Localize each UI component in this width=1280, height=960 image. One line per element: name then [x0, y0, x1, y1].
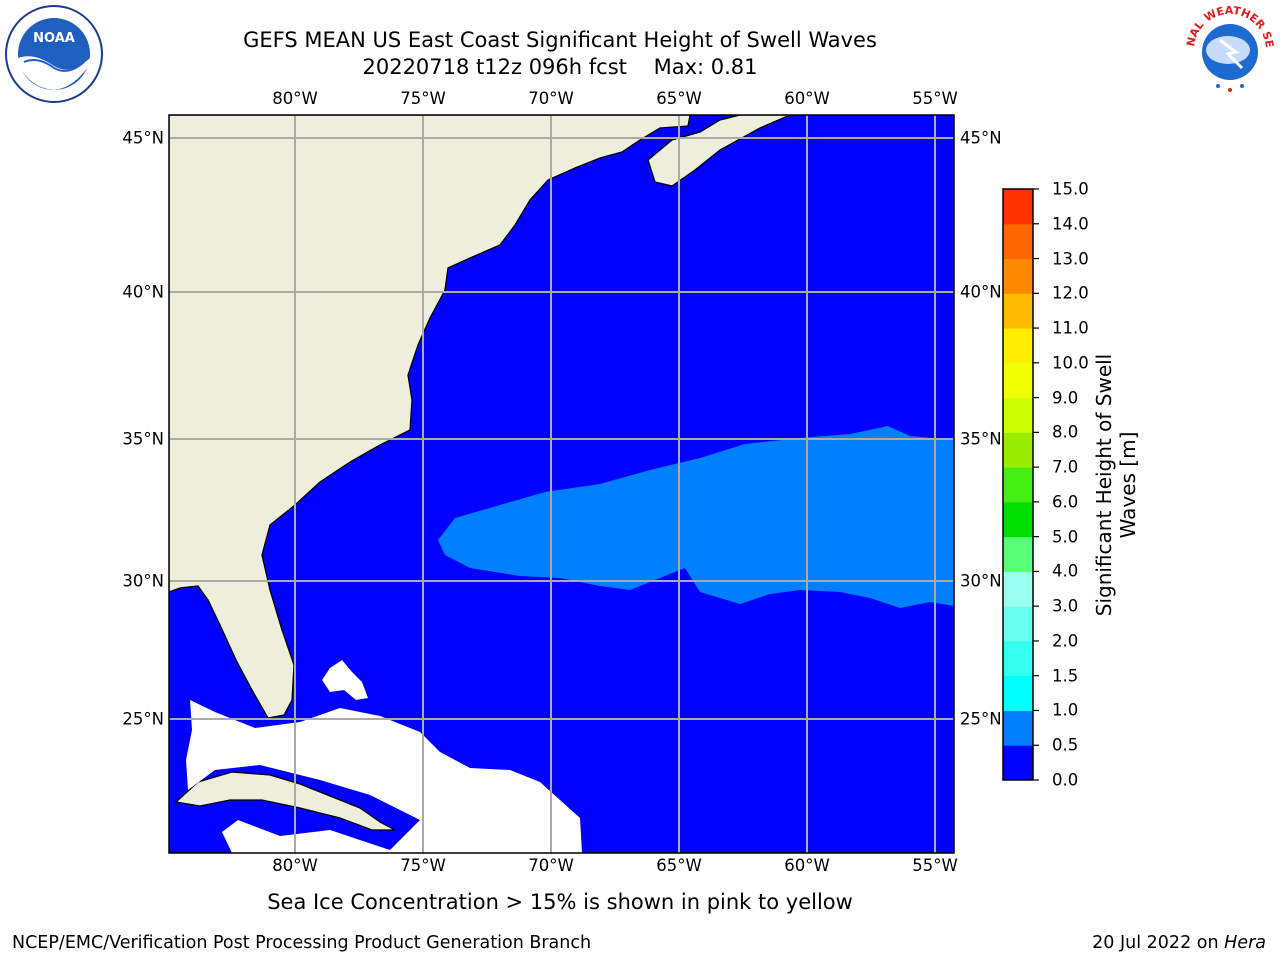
- lon-label-top: 80°W: [272, 89, 318, 108]
- colorbar-tick-label: 0.0: [1052, 770, 1079, 790]
- map-border: [168, 114, 955, 854]
- colorbar-tick-label: 12.0: [1052, 283, 1089, 303]
- colorbar-segment: [1003, 432, 1033, 468]
- colorbar-segment: [1003, 362, 1033, 399]
- lat-label-right: 30°N: [960, 571, 1002, 591]
- colorbar-label-line1: Significant Height of Swell: [1092, 353, 1116, 617]
- noaa-logo: NOAA: [4, 4, 104, 108]
- colorbar-segment: [1003, 710, 1033, 746]
- lat-label-left: 45°N: [122, 128, 164, 148]
- colorbar-tick-label: 8.0: [1052, 422, 1079, 442]
- host-name: Hera: [1224, 933, 1266, 953]
- land-nova-scotia: [647, 115, 791, 187]
- colorbar-segment: [1003, 293, 1033, 329]
- nws-logo: NATIONAL WEATHER SERVICE: [1175, 0, 1280, 104]
- lat-label-left: 30°N: [122, 571, 164, 591]
- colorbar-segment: [1003, 606, 1033, 642]
- chart-title: GEFS MEAN US East Coast Significant Heig…: [243, 28, 877, 52]
- branch-credit: NCEP/EMC/Verification Post Processing Pr…: [12, 933, 592, 953]
- lat-label-right: 45°N: [960, 128, 1002, 148]
- no-data-bahamas: [322, 660, 368, 700]
- colorbar-border: [1002, 188, 1034, 781]
- colorbar-label: Significant Height of Swell Waves [m]: [1092, 354, 1140, 616]
- colorbar-tick-label: 13.0: [1052, 249, 1089, 269]
- colorbar-segment: [1003, 745, 1033, 781]
- colorbar-tick-label: 10.0: [1052, 353, 1089, 373]
- graticule: [169, 115, 954, 853]
- svg-text:NOAA: NOAA: [33, 31, 75, 46]
- colorbar-tick-label: 1.5: [1052, 666, 1079, 686]
- colorbar-tick-label: 7.0: [1052, 457, 1079, 477]
- colorbar-segment: [1003, 328, 1033, 364]
- colorbar-segment: [1003, 397, 1033, 433]
- lon-label-bottom: 70°W: [528, 856, 574, 875]
- lat-label-left: 25°N: [122, 709, 164, 729]
- colorbar-segment: [1003, 675, 1033, 711]
- lon-label-top: 70°W: [528, 89, 574, 108]
- colorbar-tick-label: 11.0: [1052, 318, 1089, 338]
- lon-label-bottom: 55°W: [912, 856, 958, 875]
- lon-label-top: 75°W: [400, 89, 446, 108]
- no-data-region: [186, 700, 582, 853]
- lon-label-bottom: 75°W: [400, 856, 446, 875]
- colorbar-segment: [1003, 640, 1033, 677]
- lon-label-bottom: 65°W: [656, 856, 702, 875]
- colorbar-tick-label: 9.0: [1052, 388, 1079, 408]
- colorbar-segment: [1003, 189, 1033, 225]
- colorbar-segment: [1003, 223, 1033, 260]
- sea-ice-note: Sea Ice Concentration > 15% is shown in …: [267, 890, 853, 914]
- lat-label-right: 25°N: [960, 709, 1002, 729]
- colorbar-segment: [1003, 501, 1033, 538]
- colorbar: [1003, 188, 1039, 781]
- colorbar-tick-label: 4.0: [1052, 561, 1079, 581]
- colorbar-tick-label: 5.0: [1052, 527, 1079, 547]
- colorbar-tick-label: 15.0: [1052, 179, 1089, 199]
- colorbar-tick-label: 2.0: [1052, 631, 1079, 651]
- colorbar-segment: [1003, 258, 1033, 294]
- colorbar-tick-label: 14.0: [1052, 214, 1089, 234]
- lon-label-bottom: 80°W: [272, 856, 318, 875]
- ocean-swell-0.5-1.0: [438, 426, 954, 608]
- colorbar-tick-label: 1.0: [1052, 700, 1079, 720]
- lat-label-right: 35°N: [960, 429, 1002, 449]
- colorbar-segment: [1003, 571, 1033, 607]
- run-date-text: 20 Jul 2022 on: [1092, 933, 1219, 953]
- colorbar-label-line2: Waves [m]: [1116, 431, 1140, 539]
- colorbar-segment: [1003, 467, 1033, 503]
- chart-subtitle: 20220718 t12z 096h fcst Max: 0.81: [362, 55, 758, 79]
- lon-label-bottom: 60°W: [784, 856, 830, 875]
- run-date: 20 Jul 2022 on Hera: [1092, 933, 1266, 953]
- lon-label-top: 55°W: [912, 89, 958, 108]
- colorbar-tick-label: 0.5: [1052, 735, 1079, 755]
- colorbar-tick-label: 3.0: [1052, 596, 1079, 616]
- lon-label-top: 60°W: [784, 89, 830, 108]
- lon-label-top: 65°W: [656, 89, 702, 108]
- lat-label-right: 40°N: [960, 282, 1002, 302]
- colorbar-tick-label: 6.0: [1052, 492, 1079, 512]
- lat-label-left: 35°N: [122, 429, 164, 449]
- land-us-east-coast: [169, 115, 691, 719]
- land-cuba: [174, 771, 396, 831]
- lat-label-left: 40°N: [122, 282, 164, 302]
- map-area: [169, 115, 954, 853]
- colorbar-segment: [1003, 536, 1033, 572]
